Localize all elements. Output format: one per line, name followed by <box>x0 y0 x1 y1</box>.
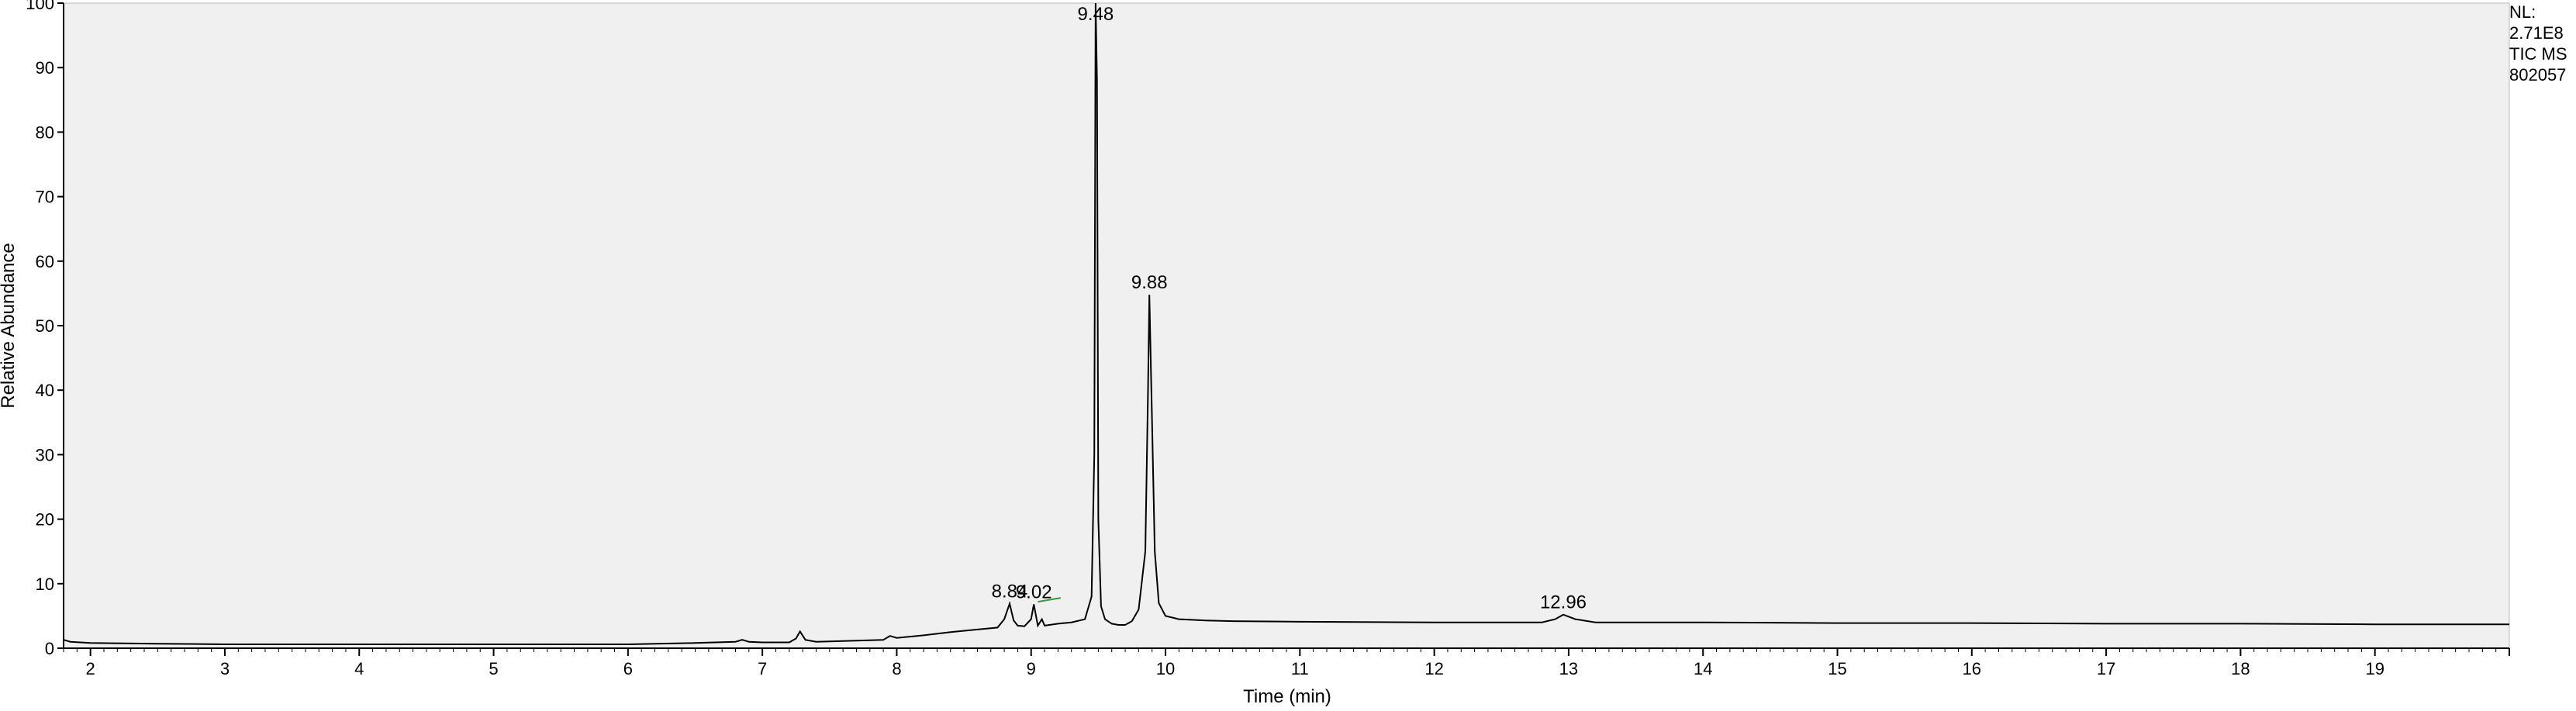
y-tick-label: 60 <box>36 252 54 271</box>
x-tick-label: 13 <box>1559 659 1578 678</box>
y-axis-ticks: 0 10 20 30 40 50 60 70 80 90 100 <box>26 0 64 658</box>
peak-label: 9.88 <box>1131 272 1168 293</box>
x-tick-label: 14 <box>1694 659 1712 678</box>
x-tick-label: 5 <box>489 659 498 678</box>
y-tick-label: 50 <box>36 316 54 336</box>
peak-label: 12.96 <box>1540 592 1587 613</box>
plot-area <box>63 2 2510 649</box>
normalization-info: NL: 2.71E8 TIC MS 802057 <box>2509 2 2567 85</box>
peak-annotation-mark <box>1038 597 1062 603</box>
nl-label: NL: <box>2509 2 2536 22</box>
peak-labels: 8.849.02 9.48 9.88 12.96 <box>992 4 1587 613</box>
x-tick-label: 10 <box>1156 659 1175 678</box>
y-tick-label: 70 <box>36 188 54 207</box>
x-axis-title: Time (min) <box>1243 686 1331 707</box>
peak-label: 8.84 <box>992 582 1028 602</box>
y-axis-title: Relative Abundance <box>0 243 19 409</box>
peak-label: 9.48 <box>1078 4 1114 25</box>
x-tick-label: 17 <box>2097 659 2115 678</box>
x-tick-label: 18 <box>2231 659 2250 678</box>
nl-value: 2.71E8 <box>2509 23 2564 43</box>
x-tick-label: 7 <box>758 659 767 678</box>
x-tick-label: 3 <box>220 659 230 678</box>
x-tick-label: 15 <box>1828 659 1846 678</box>
x-tick-label: 4 <box>354 659 364 678</box>
y-tick-label: 90 <box>36 58 54 78</box>
x-tick-label: 2 <box>86 659 95 678</box>
peak-label: 9.02 <box>1016 582 1052 602</box>
x-tick-label: 11 <box>1291 659 1309 678</box>
y-tick-label: 0 <box>45 639 54 658</box>
tic-trace-line <box>63 2 2509 645</box>
y-tick-label: 30 <box>36 445 54 464</box>
y-tick-label: 20 <box>36 510 54 530</box>
y-tick-label: 100 <box>26 0 54 13</box>
x-axis-ticks: 2 3 4 5 6 7 8 9 10 11 12 13 14 15 16 17 18 19 <box>86 659 2384 678</box>
sample-id: 802057 <box>2509 65 2567 85</box>
y-tick-label: 10 <box>36 575 54 594</box>
x-tick-label: 16 <box>1963 659 1981 678</box>
x-tick-label: 6 <box>623 659 633 678</box>
x-axis-minor-ticks <box>63 648 2510 656</box>
x-tick-label: 12 <box>1424 659 1443 678</box>
y-tick-label: 80 <box>36 123 54 142</box>
x-tick-label: 9 <box>1027 659 1036 678</box>
y-tick-label: 40 <box>36 381 54 400</box>
x-tick-label: 8 <box>892 659 901 678</box>
x-tick-label: 19 <box>2365 659 2384 678</box>
scan-filter: TIC MS <box>2509 44 2567 64</box>
